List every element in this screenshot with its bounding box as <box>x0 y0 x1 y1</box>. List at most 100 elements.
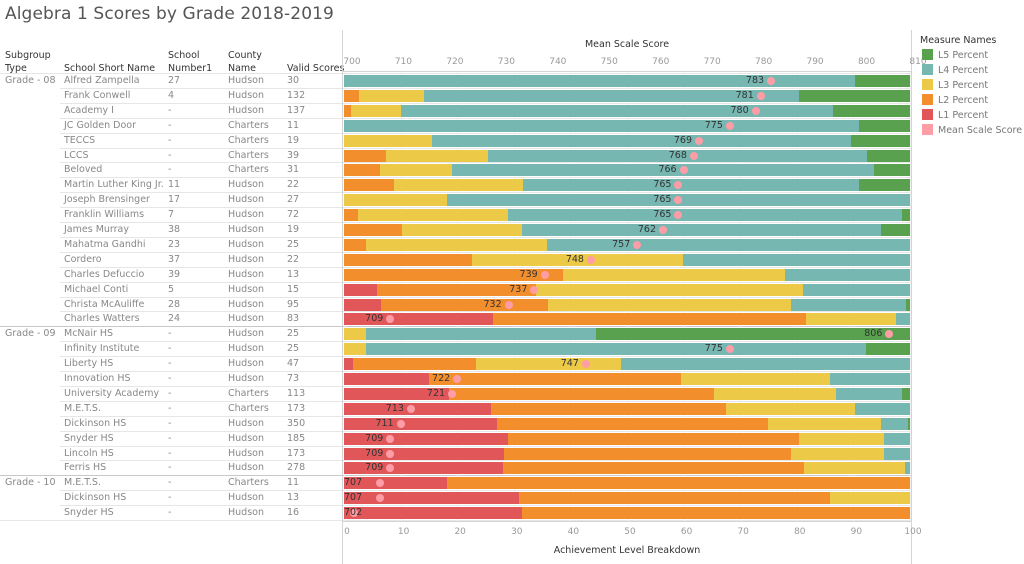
bar-segment-l1-percent[interactable] <box>344 387 450 400</box>
bar-segment-l1-percent[interactable] <box>344 358 354 371</box>
bar-segment-l4-percent[interactable] <box>830 373 911 385</box>
bar-segment-l2-percent[interactable] <box>428 373 682 385</box>
mean-scale-score-dot[interactable] <box>767 77 776 85</box>
bar-segment-l4-percent[interactable] <box>521 224 882 236</box>
bar-segment-l5-percent[interactable] <box>902 209 911 222</box>
bar-segment-l2-percent[interactable] <box>496 417 769 430</box>
bar-segment-l4-percent[interactable] <box>836 387 903 400</box>
bar-segment-l4-percent[interactable] <box>344 75 856 87</box>
bar-segment-l1-percent[interactable] <box>344 492 520 505</box>
table-row[interactable]: Infinity Institute - Hudson 25 <box>0 342 343 357</box>
bar-segment-l4-percent[interactable] <box>904 462 911 475</box>
bar-segment-l1-percent[interactable] <box>344 298 382 311</box>
mean-scale-score-dot[interactable] <box>674 196 683 205</box>
bar-segment-l3-percent[interactable] <box>344 134 433 147</box>
bar-segment-l4-percent[interactable] <box>508 209 903 222</box>
bar-segment-l3-percent[interactable] <box>767 417 882 430</box>
bar-segment-l4-percent[interactable] <box>366 328 597 341</box>
bar-segment-l3-percent[interactable] <box>563 268 786 281</box>
bar-segment-l2-percent[interactable] <box>380 298 549 311</box>
mean-scale-score-dot[interactable] <box>695 136 704 145</box>
bar-segment-l3-percent[interactable] <box>791 447 885 460</box>
bar-segment-l3-percent[interactable] <box>804 462 906 475</box>
table-row[interactable]: Lincoln HS - Hudson 173 <box>0 447 343 462</box>
bar-segment-l3-percent[interactable] <box>393 179 524 192</box>
mean-scale-score-dot[interactable] <box>396 419 405 428</box>
mean-scale-score-dot[interactable] <box>756 91 765 100</box>
table-row[interactable]: Snyder HS - Hudson 16 <box>0 506 343 521</box>
header-valid-scores[interactable]: Valid Scores <box>287 63 345 74</box>
bar-segment-l3-percent[interactable] <box>830 492 911 505</box>
legend-item[interactable]: Mean Scale Score <box>922 124 1022 136</box>
mean-scale-score-dot[interactable] <box>679 166 688 175</box>
bar-segment-l3-percent[interactable] <box>380 164 453 177</box>
mean-scale-score-dot[interactable] <box>659 226 668 234</box>
mean-scale-score-dot[interactable] <box>406 404 415 413</box>
bar-segment-l3-percent[interactable] <box>799 432 885 445</box>
bar-segment-l1-percent[interactable] <box>344 283 378 296</box>
table-row[interactable]: Joseph Brensinger 17 Hudson 27 <box>0 193 343 208</box>
bar-segment-l2-percent[interactable] <box>344 164 381 177</box>
bar-segment-l3-percent[interactable] <box>714 387 837 400</box>
table-row[interactable]: Christa McAuliffe 28 Hudson 95 <box>0 298 343 313</box>
bar-segment-l3-percent[interactable] <box>366 238 548 251</box>
bar-segment-l5-percent[interactable] <box>859 119 911 132</box>
mean-scale-score-dot[interactable] <box>376 479 385 488</box>
table-row[interactable]: University Academy - Charters 113 <box>0 387 343 402</box>
table-row[interactable]: M.E.T.S. - Charters 11 <box>0 476 343 491</box>
bar-segment-l2-percent[interactable] <box>344 104 352 117</box>
bar-segment-l3-percent[interactable] <box>680 373 831 385</box>
mean-scale-score-dot[interactable] <box>386 315 395 324</box>
bar-segment-l2-percent[interactable] <box>344 238 367 251</box>
table-row[interactable]: Liberty HS - Hudson 47 <box>0 357 343 372</box>
bar-segment-l3-percent[interactable] <box>547 298 792 311</box>
header-subgroup-type[interactable]: Subgroup Type <box>5 49 51 75</box>
bar-segment-l2-percent[interactable] <box>449 387 715 400</box>
mean-scale-score-dot[interactable] <box>725 121 734 130</box>
bar-segment-l4-percent[interactable] <box>401 104 834 117</box>
bar-segment-l4-percent[interactable] <box>366 343 867 356</box>
bar-segment-l5-percent[interactable] <box>855 75 911 87</box>
bar-segment-l2-percent[interactable] <box>344 89 360 102</box>
table-row[interactable]: M.E.T.S. - Charters 173 <box>0 402 343 417</box>
bar-segment-l3-percent[interactable] <box>350 104 402 117</box>
bar-segment-l3-percent[interactable] <box>358 209 509 222</box>
table-row[interactable]: Mahatma Gandhi 23 Hudson 25 <box>0 238 343 253</box>
mean-scale-score-dot[interactable] <box>448 389 457 398</box>
bar-segment-l3-percent[interactable] <box>726 402 856 415</box>
header-school-number[interactable]: School Number1 <box>168 49 212 75</box>
bar-segment-l1-percent[interactable] <box>344 462 504 475</box>
bar-segment-l4-percent[interactable] <box>683 253 911 266</box>
legend-item[interactable]: L3 Percent <box>922 79 988 91</box>
table-row[interactable]: JC Golden Door - Charters 11 <box>0 119 343 134</box>
table-row[interactable]: Dickinson HS - Hudson 13 <box>0 491 343 506</box>
bar-segment-l2-percent[interactable] <box>376 283 537 296</box>
bar-segment-l3-percent[interactable] <box>401 224 523 236</box>
bar-segment-l1-percent[interactable] <box>344 313 494 326</box>
bar-segment-l2-percent[interactable] <box>447 477 911 490</box>
table-row[interactable]: Dickinson HS - Hudson 350 <box>0 417 343 432</box>
bar-segment-l5-percent[interactable] <box>595 328 911 341</box>
bar-segment-l3-percent[interactable] <box>344 328 367 341</box>
mean-scale-score-dot[interactable] <box>751 106 760 115</box>
bar-segment-l4-percent[interactable] <box>431 134 852 147</box>
bar-segment-l5-percent[interactable] <box>799 89 911 102</box>
bar-segment-l3-percent[interactable] <box>385 149 489 162</box>
bar-segment-l4-percent[interactable] <box>423 89 800 102</box>
bar-segment-l2-percent[interactable] <box>344 209 359 222</box>
mean-scale-score-dot[interactable] <box>376 494 385 503</box>
bar-segment-l3-percent[interactable] <box>471 253 684 266</box>
mean-scale-score-dot[interactable] <box>586 255 595 264</box>
bar-segment-l2-percent[interactable] <box>503 462 805 475</box>
bar-segment-l4-percent[interactable] <box>784 268 911 281</box>
header-county-name[interactable]: County Name <box>228 49 262 75</box>
table-row[interactable]: Frank Conwell 4 Hudson 132 <box>0 89 343 104</box>
bar-segment-l2-percent[interactable] <box>491 402 727 415</box>
bar-segment-l2-percent[interactable] <box>344 268 564 281</box>
bar-segment-l5-percent[interactable] <box>902 387 911 400</box>
bar-segment-l4-percent[interactable] <box>881 417 909 430</box>
mean-scale-score-dot[interactable] <box>453 375 462 383</box>
bar-segment-l3-percent[interactable] <box>344 343 367 356</box>
bar-segment-l4-percent[interactable] <box>620 358 911 371</box>
bar-segment-l2-percent[interactable] <box>344 149 387 162</box>
